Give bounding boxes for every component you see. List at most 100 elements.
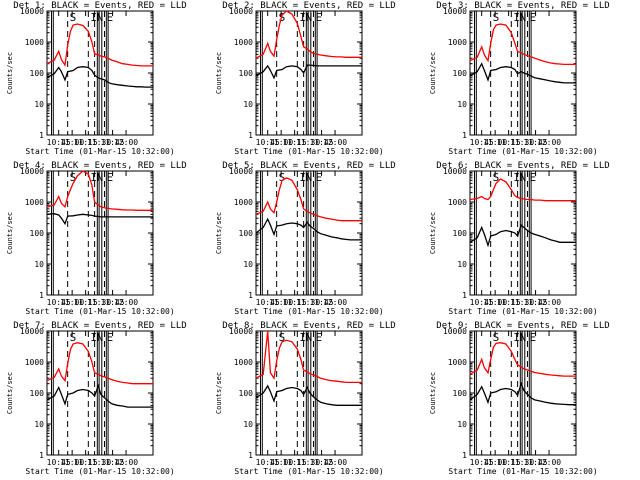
y-tick-label: 100	[453, 69, 468, 78]
interval-marker-label: N	[97, 331, 104, 344]
x-tick-label: 11:00	[269, 458, 293, 467]
x-tick-label: 11:45	[310, 298, 334, 307]
panel-title: Det 4: BLACK = Events, RED = LLD	[13, 161, 186, 171]
detector-panel: Det 8: BLACK = Events, RED = LLD 1 10 100 10…	[215, 321, 396, 476]
x-axis-label: Start Time (01-Mar-15 10:32:00)	[234, 307, 383, 316]
x-axis-label: Start Time (01-Mar-15 10:32:00)	[448, 147, 597, 156]
interval-marker-label: E	[315, 11, 322, 24]
events-series-line	[255, 64, 362, 80]
x-tick-label: 11:45	[524, 298, 548, 307]
plot-frame	[469, 170, 577, 296]
x-tick-label: 10:45	[470, 458, 494, 467]
interval-marker-label: E	[315, 331, 322, 344]
detector-panel: Det 7: BLACK = Events, RED = LLD 1 10 100 10…	[6, 321, 187, 476]
x-tick-label: 11:00	[483, 138, 507, 147]
x-tick-label: 12:00	[114, 138, 138, 147]
x-tick-label: 11:00	[483, 298, 507, 307]
plot-frame	[255, 170, 363, 296]
x-tick-label: 11:15	[283, 138, 307, 147]
interval-marker-label: E	[529, 171, 536, 184]
lld-series-line	[469, 342, 576, 377]
x-tick-label: 12:00	[114, 458, 138, 467]
y-tick-label: 1	[462, 131, 467, 140]
interval-marker-label: I	[299, 11, 306, 24]
x-axis-label: Start Time (01-Mar-15 10:32:00)	[234, 467, 383, 476]
lld-series-line	[255, 177, 362, 222]
y-tick-label: 1	[462, 451, 467, 460]
x-axis-label: Start Time (01-Mar-15 10:32:00)	[25, 147, 174, 156]
y-axis-label: Counts/sec	[6, 372, 14, 414]
events-series-line	[46, 213, 153, 226]
y-tick-label: 10	[243, 260, 253, 269]
plot-frame	[46, 170, 154, 296]
x-tick-label: 11:15	[74, 458, 98, 467]
lld-series-line	[469, 23, 576, 66]
interval-marker-label: S	[493, 331, 500, 344]
x-tick-label: 11:00	[60, 138, 84, 147]
interval-marker-label: I	[513, 331, 520, 344]
x-tick-label: 11:15	[74, 138, 98, 147]
x-tick-label: 11:15	[497, 458, 521, 467]
lld-series-line	[255, 10, 362, 59]
interval-marker-label: S	[70, 171, 77, 184]
x-tick-label: 11:00	[269, 138, 293, 147]
interval-marker-label: N	[520, 11, 527, 24]
y-tick-label: 100	[30, 229, 45, 238]
interval-marker-label: N	[306, 331, 313, 344]
detector-panel: Det 4: BLACK = Events, RED = LLD 1 10 100 10…	[6, 161, 187, 316]
interval-marker-label: E	[529, 11, 536, 24]
x-tick-label: 11:30	[296, 298, 320, 307]
interval-marker-label: N	[306, 171, 313, 184]
y-tick-label: 10	[457, 420, 467, 429]
x-tick-label: 11:00	[60, 458, 84, 467]
y-tick-label: 1	[39, 131, 44, 140]
events-series-line	[46, 383, 153, 408]
x-tick-label: 10:45	[470, 138, 494, 147]
x-tick-label: 11:30	[510, 458, 534, 467]
y-tick-label: 1	[462, 291, 467, 300]
y-tick-label: 1	[39, 291, 44, 300]
y-axis-label: Counts/sec	[215, 212, 223, 254]
y-tick-label: 1000	[25, 358, 44, 367]
y-tick-label: 100	[239, 229, 254, 238]
x-tick-label: 10:45	[47, 298, 71, 307]
y-tick-label: 10000	[229, 167, 253, 176]
y-tick-label: 10000	[229, 7, 253, 16]
x-axis-label: Start Time (01-Mar-15 10:32:00)	[25, 467, 174, 476]
panel-title: Det 1: BLACK = Events, RED = LLD	[13, 1, 186, 11]
x-axis-label: Start Time (01-Mar-15 10:32:00)	[448, 467, 597, 476]
x-tick-label: 11:45	[101, 138, 125, 147]
panel-title: Det 6: BLACK = Events, RED = LLD	[436, 161, 609, 171]
interval-marker-label: I	[90, 331, 97, 344]
interval-marker-label: S	[279, 171, 286, 184]
y-tick-label: 1000	[25, 198, 44, 207]
x-axis-label: Start Time (01-Mar-15 10:32:00)	[448, 307, 597, 316]
x-tick-label: 11:15	[74, 298, 98, 307]
x-axis-label: Start Time (01-Mar-15 10:32:00)	[25, 307, 174, 316]
x-tick-label: 11:30	[87, 138, 111, 147]
y-tick-label: 100	[30, 69, 45, 78]
y-tick-label: 1000	[448, 198, 467, 207]
x-tick-label: 10:45	[256, 458, 280, 467]
x-tick-label: 11:15	[283, 458, 307, 467]
interval-marker-label: I	[90, 171, 97, 184]
plot-frame	[46, 10, 154, 136]
y-axis-label: Counts/sec	[6, 52, 14, 94]
y-tick-label: 10	[34, 420, 44, 429]
events-series-line	[469, 62, 576, 84]
y-tick-label: 10	[457, 100, 467, 109]
interval-marker-label: S	[279, 331, 286, 344]
y-tick-label: 1000	[25, 38, 44, 47]
x-tick-label: 11:30	[510, 138, 534, 147]
interval-marker-label: I	[299, 331, 306, 344]
interval-marker-label: N	[97, 11, 104, 24]
y-tick-label: 100	[453, 229, 468, 238]
y-tick-label: 10000	[20, 327, 44, 336]
y-tick-label: 10000	[443, 7, 467, 16]
x-tick-label: 11:30	[296, 138, 320, 147]
interval-marker-label: E	[315, 171, 322, 184]
y-axis-label: Counts/sec	[215, 52, 223, 94]
x-tick-label: 11:00	[60, 298, 84, 307]
x-tick-label: 10:45	[256, 298, 280, 307]
x-tick-label: 11:45	[524, 138, 548, 147]
